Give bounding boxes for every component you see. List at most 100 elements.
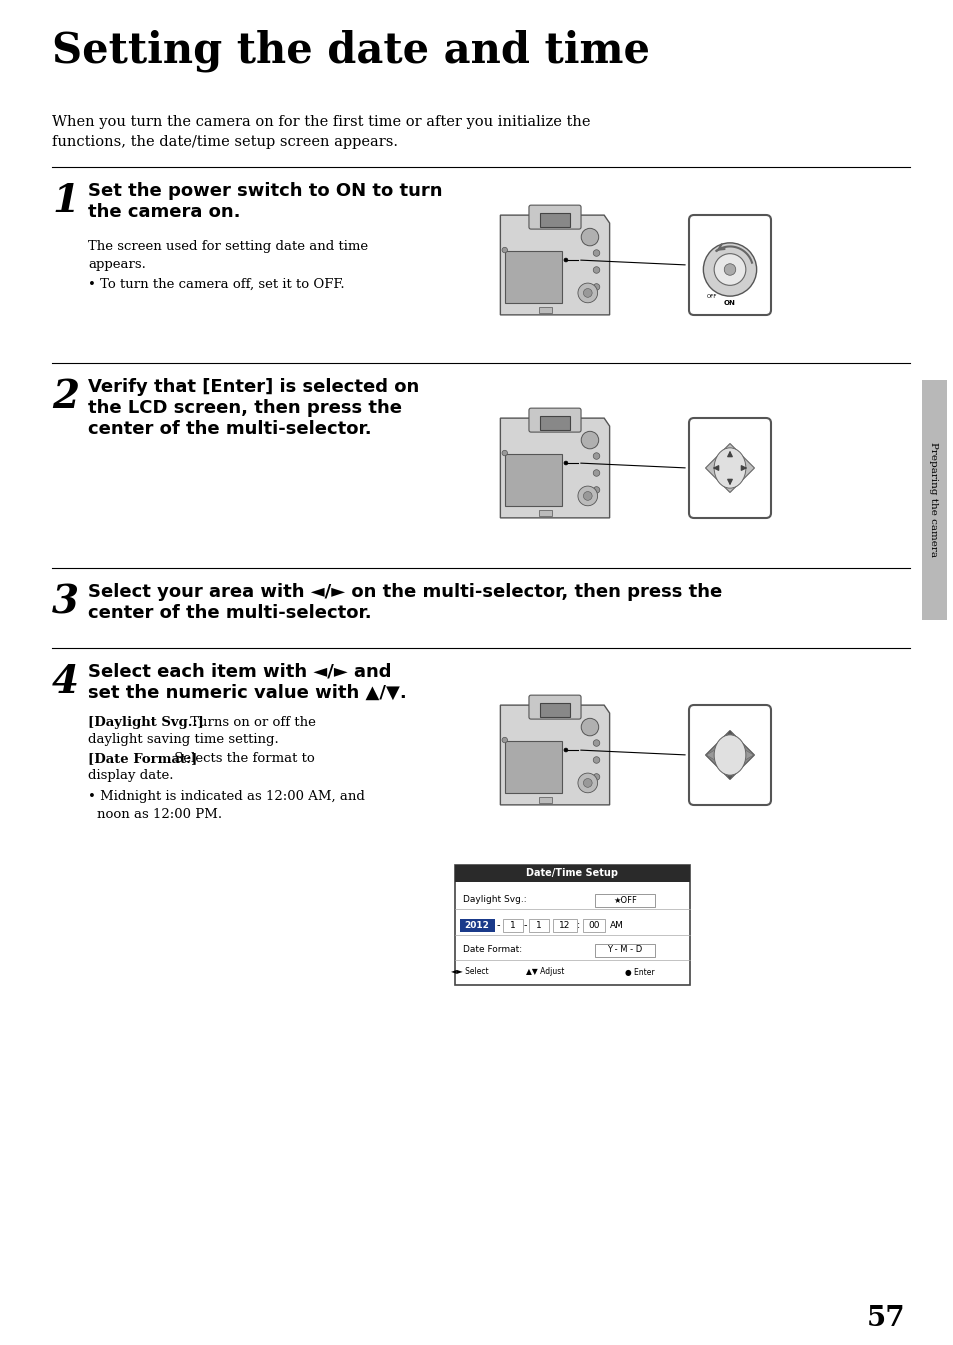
Text: display date.: display date. [88, 769, 173, 781]
Circle shape [593, 469, 599, 476]
Text: Set the power switch to ON to turn: Set the power switch to ON to turn [88, 182, 442, 200]
Text: the LCD screen, then press the: the LCD screen, then press the [88, 399, 401, 417]
Text: • To turn the camera off, set it to OFF.: • To turn the camera off, set it to OFF. [88, 278, 344, 291]
FancyBboxPatch shape [688, 215, 770, 315]
Text: -: - [522, 920, 526, 929]
Text: appears.: appears. [88, 258, 146, 270]
Polygon shape [500, 418, 609, 518]
FancyBboxPatch shape [528, 695, 580, 720]
Circle shape [580, 718, 598, 736]
Text: Selects the format to: Selects the format to [170, 752, 314, 765]
Text: 1: 1 [536, 920, 541, 929]
Text: 4: 4 [52, 663, 79, 701]
Polygon shape [705, 730, 754, 780]
Text: Verify that [Enter] is selected on: Verify that [Enter] is selected on [88, 378, 418, 395]
Text: [Daylight Svg.:]: [Daylight Svg.:] [88, 716, 204, 729]
Text: 3: 3 [52, 582, 79, 621]
Text: the camera on.: the camera on. [88, 203, 240, 221]
Text: :: : [577, 920, 580, 929]
Circle shape [593, 740, 599, 746]
Polygon shape [742, 749, 753, 761]
Polygon shape [500, 215, 609, 315]
FancyBboxPatch shape [528, 408, 580, 432]
Circle shape [563, 748, 567, 752]
Circle shape [593, 284, 599, 291]
Text: noon as 12:00 PM.: noon as 12:00 PM. [97, 808, 222, 820]
Bar [921, 381, 946, 620]
Text: daylight saving time setting.: daylight saving time setting. [88, 733, 278, 746]
Circle shape [578, 282, 597, 303]
Text: Date/Time Setup: Date/Time Setup [526, 869, 618, 878]
FancyBboxPatch shape [595, 944, 655, 958]
Circle shape [580, 229, 598, 246]
FancyBboxPatch shape [688, 418, 770, 518]
Circle shape [580, 432, 598, 449]
Text: ● Enter: ● Enter [624, 967, 654, 976]
Circle shape [578, 773, 597, 792]
Text: ON: ON [723, 300, 735, 305]
FancyBboxPatch shape [455, 865, 689, 985]
Bar [538, 796, 551, 803]
FancyBboxPatch shape [459, 919, 495, 932]
Circle shape [583, 779, 592, 787]
Circle shape [593, 453, 599, 459]
Bar [538, 307, 551, 313]
Circle shape [583, 491, 592, 500]
Circle shape [714, 254, 745, 285]
Text: [Date Format:]: [Date Format:] [88, 752, 197, 765]
Circle shape [583, 289, 592, 297]
Circle shape [593, 773, 599, 780]
Text: 00: 00 [588, 920, 599, 929]
FancyBboxPatch shape [502, 919, 522, 932]
Polygon shape [500, 705, 609, 804]
FancyBboxPatch shape [539, 416, 570, 430]
Text: set the numeric value with ▲/▼.: set the numeric value with ▲/▼. [88, 685, 406, 702]
Text: Select each item with ◄/► and: Select each item with ◄/► and [88, 663, 391, 681]
Text: Select your area with ◄/► on the multi-selector, then press the: Select your area with ◄/► on the multi-s… [88, 582, 721, 601]
Circle shape [578, 486, 597, 506]
Circle shape [702, 243, 756, 296]
Text: Date Format:: Date Format: [462, 946, 521, 955]
Circle shape [501, 737, 507, 742]
Text: 2012: 2012 [464, 920, 489, 929]
Text: 12: 12 [558, 920, 570, 929]
Polygon shape [723, 732, 736, 742]
Text: AM: AM [609, 920, 623, 929]
Bar [538, 510, 551, 516]
FancyBboxPatch shape [539, 213, 570, 227]
Text: ★OFF: ★OFF [613, 896, 637, 904]
FancyBboxPatch shape [504, 455, 561, 506]
Circle shape [501, 247, 507, 253]
Circle shape [593, 757, 599, 763]
Circle shape [593, 250, 599, 257]
Polygon shape [705, 749, 717, 761]
Bar [455, 865, 689, 882]
FancyBboxPatch shape [595, 894, 655, 907]
Circle shape [501, 451, 507, 456]
Text: 57: 57 [865, 1305, 904, 1332]
Ellipse shape [714, 448, 745, 488]
Text: functions, the date/time setup screen appears.: functions, the date/time setup screen ap… [52, 134, 397, 149]
Circle shape [563, 461, 567, 465]
Circle shape [593, 266, 599, 273]
Text: ◄► Select: ◄► Select [451, 967, 488, 976]
Text: center of the multi-selector.: center of the multi-selector. [88, 604, 372, 621]
Text: The screen used for setting date and time: The screen used for setting date and tim… [88, 239, 368, 253]
Text: 2: 2 [52, 378, 79, 416]
Text: -: - [496, 920, 499, 929]
Text: 1: 1 [510, 920, 516, 929]
Ellipse shape [714, 734, 745, 775]
Text: 1: 1 [52, 182, 79, 221]
Text: ▲▼ Adjust: ▲▼ Adjust [525, 967, 563, 976]
Text: Daylight Svg.:: Daylight Svg.: [462, 896, 526, 904]
FancyBboxPatch shape [688, 705, 770, 806]
FancyBboxPatch shape [504, 252, 561, 303]
Text: • Midnight is indicated as 12:00 AM, and: • Midnight is indicated as 12:00 AM, and [88, 790, 364, 803]
Text: Turns on or off the: Turns on or off the [186, 716, 315, 729]
Text: Y - M - D: Y - M - D [607, 946, 642, 955]
Circle shape [723, 264, 735, 276]
FancyBboxPatch shape [528, 206, 580, 229]
Text: Preparing the camera: Preparing the camera [928, 443, 938, 557]
Text: When you turn the camera on for the first time or after you initialize the: When you turn the camera on for the firs… [52, 116, 590, 129]
FancyBboxPatch shape [553, 919, 577, 932]
